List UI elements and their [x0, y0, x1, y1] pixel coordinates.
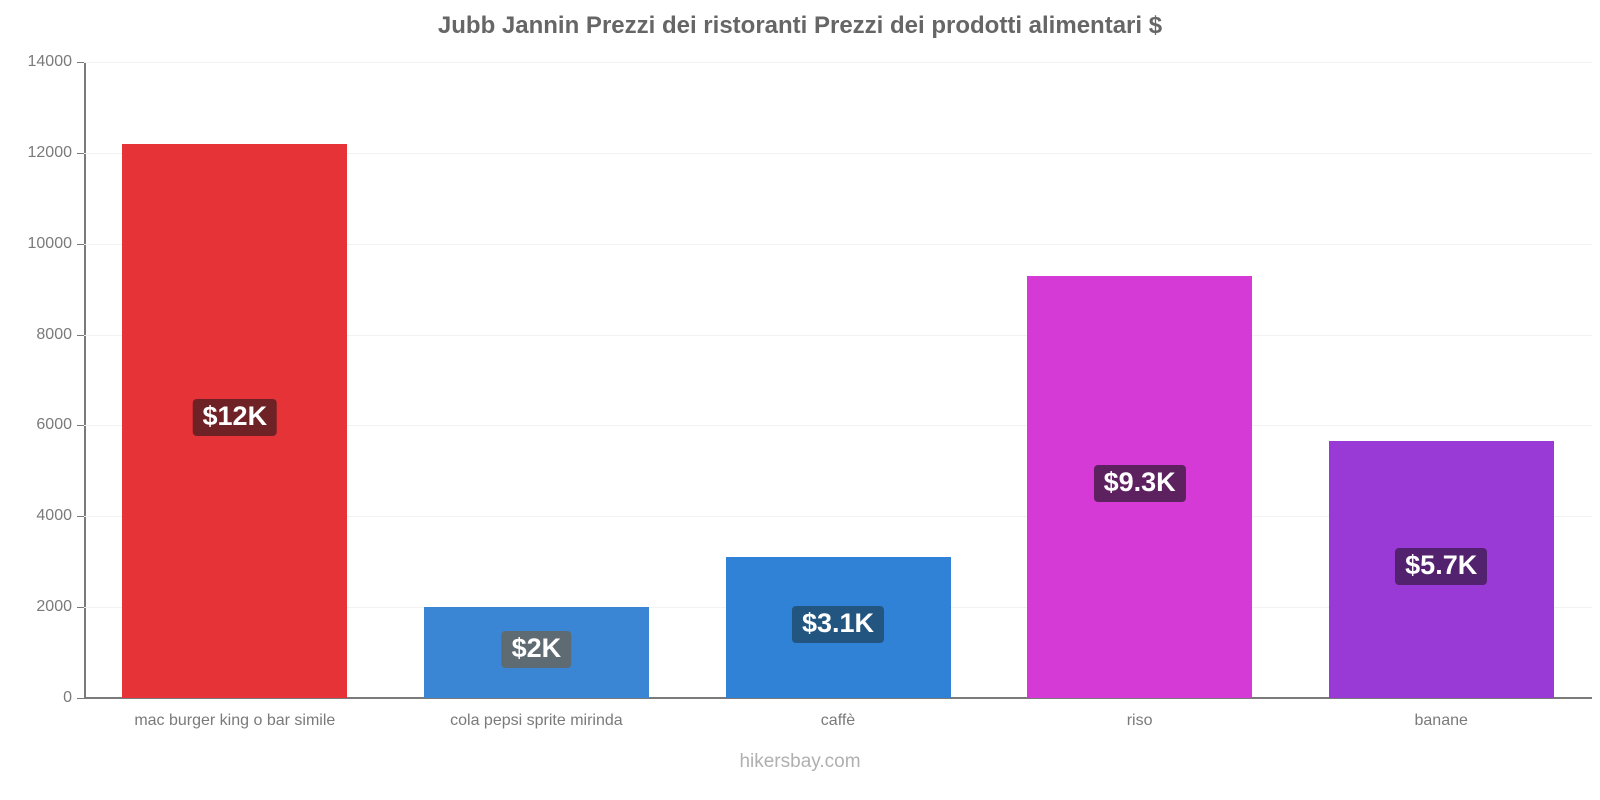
bar[interactable]: $12K	[122, 143, 348, 698]
x-tick-label: caffè	[820, 712, 856, 729]
gridline	[84, 62, 1592, 63]
bar-value-label: $9.3K	[1093, 464, 1186, 502]
x-tick-label: riso	[1126, 712, 1153, 729]
bar[interactable]: $2K	[423, 607, 649, 698]
bar[interactable]: $5.7K	[1328, 441, 1554, 698]
y-tick-label: 12000	[27, 143, 73, 161]
y-tick-mark	[77, 152, 84, 154]
y-tick-label: 6000	[36, 416, 72, 434]
bar[interactable]: $9.3K	[1027, 275, 1253, 698]
gridline	[84, 425, 1592, 427]
y-tick-mark	[77, 243, 84, 245]
bar-value-label: $2K	[501, 630, 572, 668]
bar-value-label: $5.7K	[1395, 547, 1488, 585]
y-tick-label: 2000	[36, 598, 72, 616]
y-tick-mark	[77, 425, 84, 427]
gridline	[84, 334, 1592, 336]
gridline	[84, 516, 1592, 518]
y-tick-mark	[77, 516, 84, 518]
watermark: hikersbay.com	[739, 751, 861, 772]
y-tick-label: 14000	[27, 53, 73, 70]
y-axis-line	[84, 62, 86, 698]
bar-value-label: $12K	[192, 398, 278, 436]
y-tick-mark	[77, 607, 84, 609]
x-axis-line	[84, 697, 1592, 699]
plot-area: 0 2000 4000 6000 8000 10000 12000 14000 $12K $2K $…	[28, 53, 1592, 706]
y-tick-label: 10000	[27, 234, 73, 252]
x-tick-label: mac burger king o bar simile	[134, 712, 336, 729]
chart-title: Jubb Jannin Prezzi dei ristoranti Prezzi…	[437, 12, 1163, 39]
y-tick-mark	[77, 698, 84, 699]
y-tick-label: 8000	[36, 325, 72, 343]
gridline	[84, 152, 1592, 154]
y-tick-mark	[77, 334, 84, 336]
y-tick-label: 4000	[36, 507, 72, 525]
y-tick-mark	[77, 62, 84, 63]
bar-value-label: $3.1K	[791, 605, 885, 643]
x-tick-label: banane	[1414, 712, 1468, 729]
x-tick-label: cola pepsi sprite mirinda	[450, 712, 623, 729]
gridline	[84, 243, 1592, 245]
bar[interactable]: $3.1K	[725, 557, 951, 698]
y-tick-label: 0	[63, 689, 72, 706]
